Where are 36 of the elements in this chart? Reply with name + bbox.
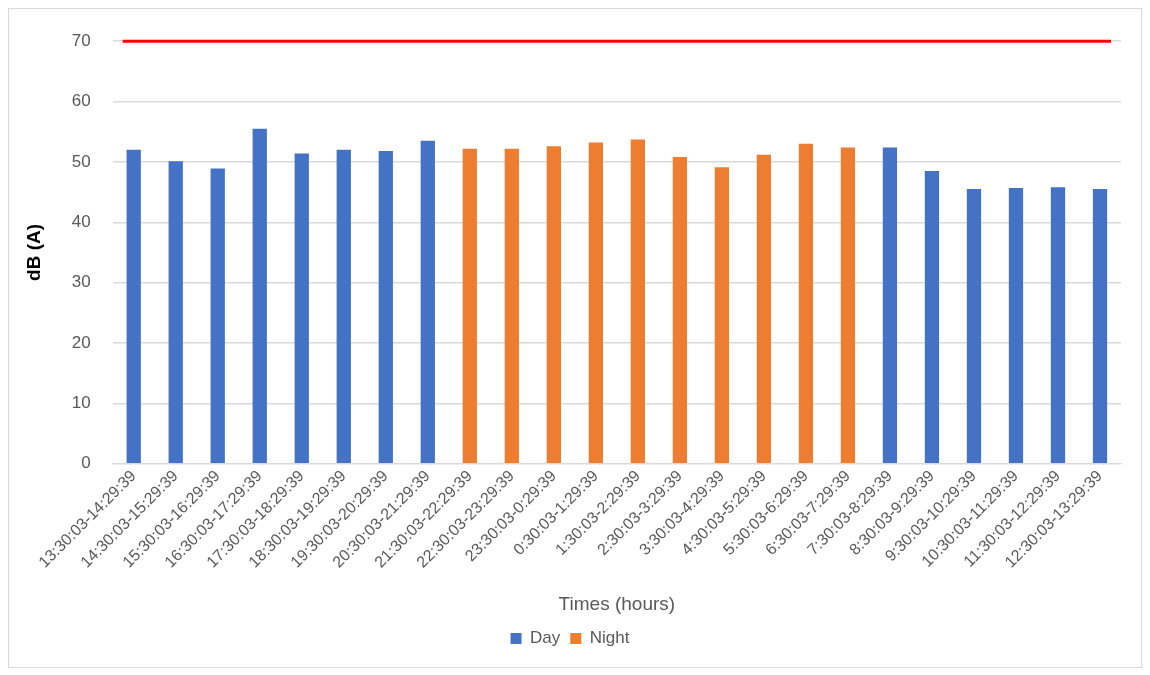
y-tick-label: 50 [71,151,91,171]
bar [168,161,183,464]
bar [966,189,982,464]
y-tick-label: 10 [71,393,91,413]
y-tick-label: 30 [71,272,91,292]
y-axis-title: dB (A) [22,224,44,281]
bar [126,149,141,464]
bar [924,170,940,464]
legend-label: Night [589,628,630,648]
bar [1092,189,1108,464]
bar [714,167,730,464]
bar [504,148,519,464]
bar [630,139,645,464]
bar [756,154,772,464]
legend-label: Day [530,628,561,648]
y-tick-label: 60 [71,91,91,111]
bar [588,142,603,464]
bar [336,149,351,464]
bar [798,143,814,464]
y-tick-label: 70 [71,30,91,50]
y-tick-label: 20 [71,332,91,352]
y-tick-label: 40 [71,211,91,231]
bar [1050,187,1066,464]
bar [840,147,856,464]
y-tick-label: 0 [81,453,91,473]
bar [294,153,309,464]
bar [378,151,393,464]
bar [1008,187,1024,464]
bar [672,157,688,464]
bar [420,140,435,464]
bar [462,148,477,464]
bar [882,147,898,464]
bar [252,128,267,464]
x-axis-title: Times (hours) [558,592,676,614]
bar [210,168,225,464]
bar [546,146,561,464]
